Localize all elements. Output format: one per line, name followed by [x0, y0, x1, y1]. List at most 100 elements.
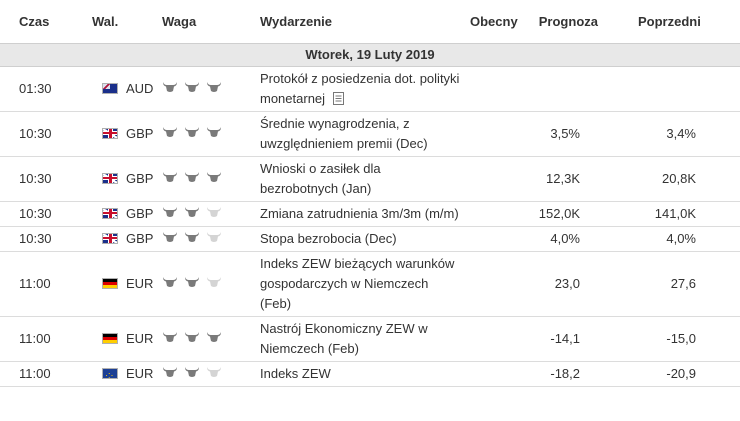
bull-icon — [163, 331, 177, 342]
event-time: 11:00 — [0, 251, 84, 317]
header-actual[interactable]: Obecny — [470, 13, 518, 29]
event-name[interactable]: Nastrój Ekonomiczny ZEW w Niemczech (Feb… — [260, 320, 428, 356]
event-previous: 141,0K — [610, 201, 740, 227]
date-row: Wtorek, 19 Luty 2019 — [0, 42, 740, 67]
australia-flag-icon — [102, 82, 118, 94]
event-importance — [158, 111, 256, 157]
event-time: 01:30 — [0, 66, 84, 112]
table-header: Czas Wal. Waga Wydarzenie Obecny Prognoz… — [0, 0, 740, 43]
event-importance — [158, 201, 256, 227]
event-actual — [466, 251, 530, 317]
bull-icon — [207, 81, 221, 92]
event-name-cell[interactable]: Nastrój Ekonomiczny ZEW w Niemczech (Feb… — [256, 316, 466, 362]
event-previous: -20,9 — [610, 361, 740, 387]
bull-icon — [163, 231, 177, 242]
bull-icon — [185, 171, 199, 182]
bull-icon — [185, 126, 199, 137]
event-forecast: 4,0% — [530, 226, 610, 252]
document-icon[interactable] — [333, 91, 345, 105]
event-row[interactable]: 11:00 EUR Indeks ZEW bieżących warunków go… — [0, 251, 740, 317]
event-row[interactable]: 01:30 AUD Protokół z posiedzenia dot. poli… — [0, 66, 740, 112]
event-row[interactable]: 11:00 EUR Indeks ZEW -18,2-20,9 — [0, 361, 740, 387]
event-currency-cell: EUR — [84, 251, 158, 317]
bull-icon — [163, 81, 177, 92]
bull-icon — [185, 366, 199, 377]
event-previous — [610, 66, 740, 112]
importance-rating — [162, 81, 222, 93]
header-currency[interactable]: Wal. — [92, 13, 119, 29]
event-currency: GBP — [126, 125, 154, 141]
bull-icon — [207, 331, 221, 342]
bull-icon — [163, 171, 177, 182]
event-time: 10:30 — [0, 226, 84, 252]
event-importance — [158, 226, 256, 252]
header-importance[interactable]: Waga — [162, 13, 197, 29]
event-name-cell[interactable]: Protokół z posiedzenia dot. polityki mon… — [256, 66, 466, 112]
event-importance — [158, 361, 256, 387]
event-name[interactable]: Zmiana zatrudnienia 3m/3m (m/m) — [260, 205, 459, 221]
bull-icon — [185, 81, 199, 92]
importance-rating — [162, 366, 222, 378]
event-row[interactable]: 10:30 GBP Średnie wynagrodzenia, z uwzględ… — [0, 111, 740, 157]
event-currency-cell: EUR — [84, 316, 158, 362]
event-currency: EUR — [126, 365, 154, 381]
header-event[interactable]: Wydarzenie — [260, 13, 333, 29]
event-time: 10:30 — [0, 156, 84, 202]
event-forecast: -14,1 — [530, 316, 610, 362]
event-name[interactable]: Wnioski o zasiłek dla bezrobotnych (Jan) — [260, 160, 381, 196]
header-forecast[interactable]: Prognoza — [538, 13, 598, 29]
event-currency: GBP — [126, 205, 154, 221]
event-name-cell[interactable]: Stopa bezrobocia (Dec) — [256, 226, 466, 252]
event-time: 10:30 — [0, 201, 84, 227]
uk-flag-icon — [102, 127, 118, 139]
event-importance — [158, 316, 256, 362]
header-previous[interactable]: Poprzedni — [638, 13, 701, 29]
event-actual — [466, 111, 530, 157]
event-currency: AUD — [126, 80, 154, 96]
event-currency-cell: GBP — [84, 201, 158, 227]
event-forecast: 152,0K — [530, 201, 610, 227]
bull-icon — [207, 231, 221, 242]
event-currency-cell: GBP — [84, 156, 158, 202]
event-row[interactable]: 10:30 GBP Stopa bezrobocia (Dec) 4,0% 4,0% — [0, 226, 740, 252]
event-row[interactable]: 10:30 GBP Zmiana zatrudnienia 3m/3m (m/m) 1… — [0, 201, 740, 227]
event-currency: EUR — [126, 330, 154, 346]
event-forecast: 23,0 — [530, 251, 610, 317]
eu-flag-icon — [102, 365, 118, 385]
importance-rating — [162, 171, 222, 183]
event-name[interactable]: Indeks ZEW — [260, 365, 331, 381]
event-name[interactable]: Indeks ZEW bieżących warunków gospodarcz… — [260, 255, 455, 311]
event-name[interactable]: Protokół z posiedzenia dot. polityki mon… — [260, 70, 460, 106]
event-row[interactable]: 10:30 GBP Wnioski o zasiłek dla bezrobotny… — [0, 156, 740, 202]
event-name-cell[interactable]: Wnioski o zasiłek dla bezrobotnych (Jan) — [256, 156, 466, 202]
event-actual — [466, 361, 530, 387]
event-row[interactable]: 11:00 EUR Nastrój Ekonomiczny ZEW w Niemcz… — [0, 316, 740, 362]
bull-icon — [207, 126, 221, 137]
event-name-cell[interactable]: Średnie wynagrodzenia, z uwzględnieniem … — [256, 111, 466, 157]
event-actual — [466, 66, 530, 112]
event-name-cell[interactable]: Zmiana zatrudnienia 3m/3m (m/m) — [256, 201, 466, 227]
event-name-cell[interactable]: Indeks ZEW — [256, 361, 466, 387]
event-forecast: 3,5% — [530, 111, 610, 157]
event-previous: 3,4% — [610, 111, 740, 157]
event-name[interactable]: Stopa bezrobocia (Dec) — [260, 230, 397, 246]
event-forecast — [530, 66, 610, 112]
event-importance — [158, 156, 256, 202]
bull-icon — [207, 276, 221, 287]
event-previous: 20,8K — [610, 156, 740, 202]
bull-icon — [185, 206, 199, 217]
importance-rating — [162, 206, 222, 218]
uk-flag-icon — [102, 172, 118, 184]
event-name[interactable]: Średnie wynagrodzenia, z uwzględnieniem … — [260, 115, 428, 151]
header-time[interactable]: Czas — [19, 13, 50, 29]
economic-calendar-table: Czas Wal. Waga Wydarzenie Obecny Prognoz… — [0, 0, 740, 387]
uk-flag-icon — [102, 232, 118, 244]
germany-flag-icon — [102, 277, 118, 289]
event-importance — [158, 66, 256, 112]
event-time: 11:00 — [0, 361, 84, 387]
event-actual — [466, 156, 530, 202]
event-time: 11:00 — [0, 316, 84, 362]
event-name-cell[interactable]: Indeks ZEW bieżących warunków gospodarcz… — [256, 251, 466, 317]
event-forecast: -18,2 — [530, 361, 610, 387]
event-currency-cell: GBP — [84, 111, 158, 157]
